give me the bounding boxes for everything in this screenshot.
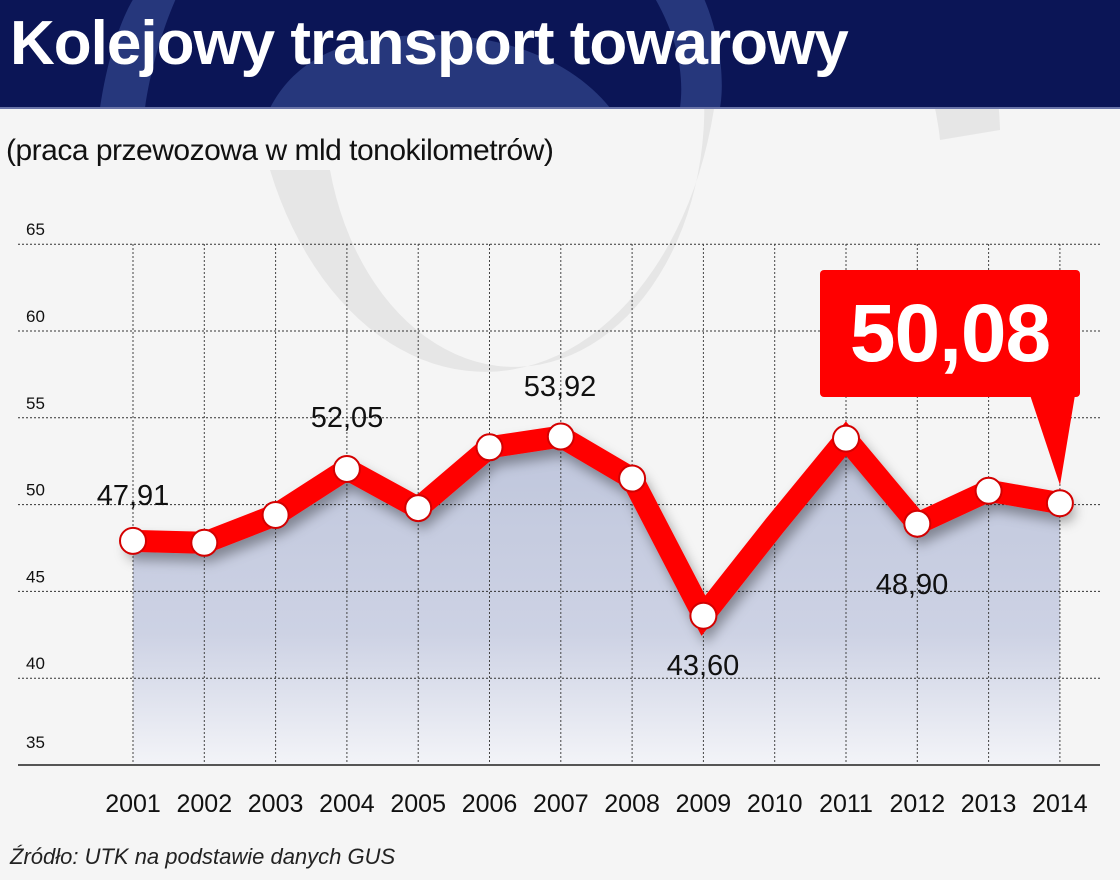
source-note: Źródło: UTK na podstawie danych GUS [10,844,396,869]
data-label: 43,60 [667,650,740,682]
x-tick-label: 2004 [319,790,375,818]
data-label: 48,90 [876,569,949,601]
callout-pointer [1030,395,1075,486]
area-fill [133,436,1060,765]
y-tick-label: 55 [26,394,45,413]
callout-latest-value: 50,08 [820,270,1080,397]
y-tick-label: 65 [26,220,45,239]
data-point-marker [190,528,219,557]
x-tick-label: 2009 [676,790,732,818]
data-label: 47,91 [97,480,170,512]
x-tick-label: 2003 [248,790,304,818]
header-banner: Kolejowy transport towarowy [0,0,1120,108]
data-point-marker [404,494,433,523]
x-tick-label: 2007 [533,790,589,818]
data-point-marker [832,424,860,453]
data-point-marker [546,422,575,451]
data-point-marker [475,433,504,462]
x-tick-label: 2013 [961,790,1017,818]
data-point-marker [974,476,1003,505]
x-tick-label: 2001 [105,790,161,818]
data-point-marker [119,526,147,555]
x-tick-label: 2010 [747,790,803,818]
y-tick-label: 40 [26,654,45,673]
data-point-marker [332,455,361,484]
chart-subtitle: (praca przewozowa w mld tonokilometrów) [6,134,554,167]
x-tick-label: 2011 [819,790,873,818]
y-tick-label: 35 [26,733,45,752]
x-tick-label: 2005 [390,790,446,818]
data-label: 53,92 [524,371,597,403]
header-watermark [100,0,722,108]
chart-title: Kolejowy transport towarowy [10,9,849,78]
data-point-marker [618,464,647,493]
data-point-marker [1045,489,1074,518]
data-line [122,421,1071,636]
x-tick-label: 2012 [889,790,945,818]
x-tick-label: 2006 [462,790,518,818]
y-tick-label: 45 [26,567,45,586]
callout-value: 50,08 [849,288,1051,379]
data-label: 52,05 [311,402,384,434]
data-point-marker [689,601,718,630]
x-tick-label: 2008 [604,790,660,818]
data-point-marker [261,501,290,530]
x-tick-label: 2002 [176,790,232,818]
y-tick-label: 50 [26,481,45,500]
data-point-marker [903,509,932,538]
header-divider [0,107,1120,109]
y-tick-label: 60 [26,307,45,326]
x-tick-label: 2014 [1032,790,1088,818]
